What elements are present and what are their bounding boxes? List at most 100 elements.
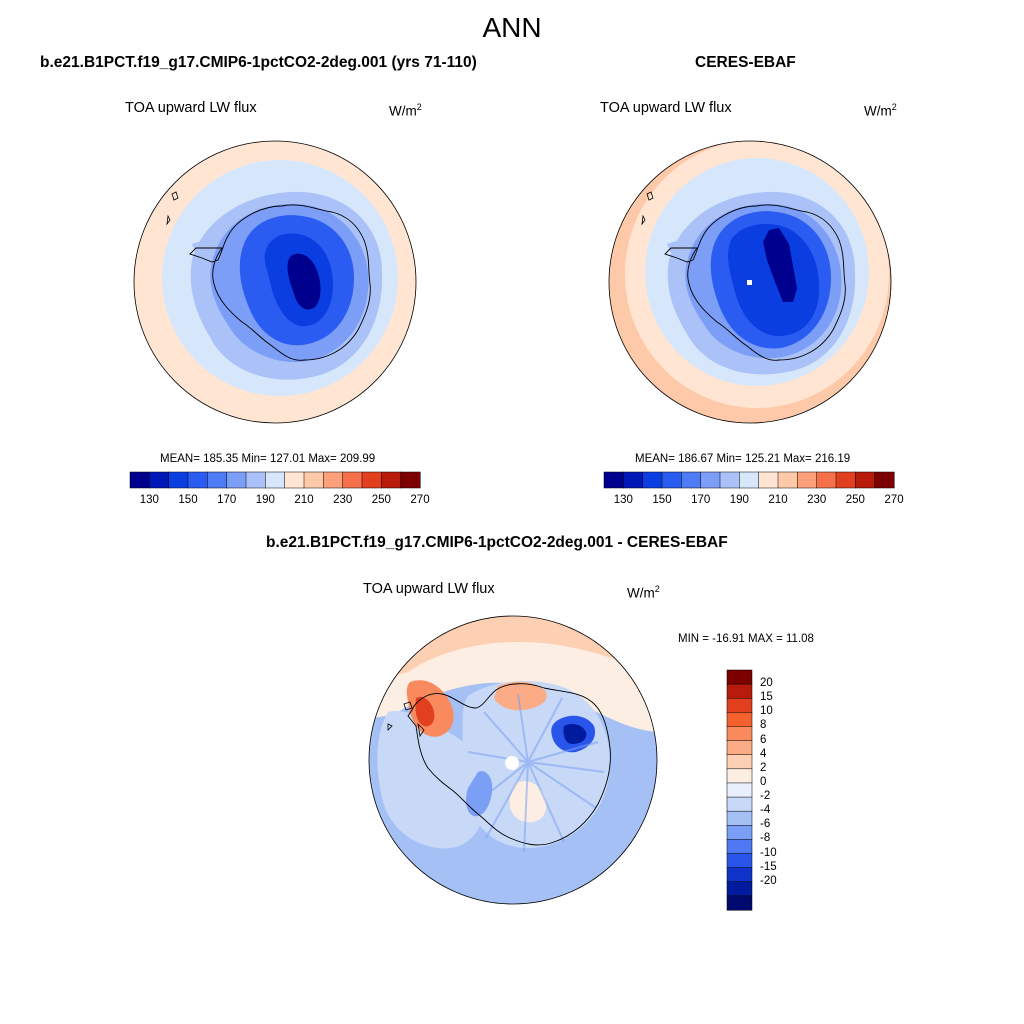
colorbar-tick-label: 10 (760, 705, 773, 718)
colorbar-box (726, 754, 753, 770)
colorbar-tick-label: 250 (845, 494, 865, 506)
colorbar-box (726, 853, 753, 869)
colorbar-box (207, 471, 228, 489)
p2-region-interior-plateau (763, 228, 797, 302)
colorbar-box (342, 471, 363, 489)
colorbar-tick-label: 8 (760, 719, 767, 732)
colorbar-box (245, 471, 266, 489)
panel2-variable: TOA upward LW flux (600, 100, 732, 116)
colorbar-tick-label: 6 (760, 733, 767, 746)
colorbar-box (700, 471, 721, 489)
colorbar-box (149, 471, 170, 489)
p2-pole-gap (747, 280, 752, 285)
colorbar-box (226, 471, 247, 489)
colorbar-tick-label: 250 (371, 494, 391, 506)
colorbar-box (758, 471, 779, 489)
colorbar-box (284, 471, 305, 489)
panel3-stats: MIN = -16.91 MAX = 11.08 (678, 633, 814, 645)
panel3-variable: TOA upward LW flux (363, 581, 495, 597)
colorbar-tick-label: -2 (760, 790, 771, 803)
colorbar-box (265, 471, 286, 489)
colorbar-tick-label: -15 (760, 860, 777, 873)
colorbar-box (129, 471, 150, 489)
colorbar-box (187, 471, 208, 489)
colorbar-box (726, 740, 753, 756)
colorbar-box (855, 471, 876, 489)
colorbar-box (816, 471, 837, 489)
panel2-stats: MEAN= 186.67 Min= 125.21 Max= 216.19 (635, 453, 851, 465)
p2-region-inner-plateau (728, 224, 820, 336)
panel3-colorbar (726, 669, 753, 911)
colorbar-box (642, 471, 663, 489)
colorbar-tick-label: 15 (760, 691, 773, 704)
panel1-units: W/m2 (389, 102, 422, 119)
colorbar-box (726, 726, 753, 742)
colorbar-tick-label: 270 (410, 494, 430, 506)
colorbar-tick-label: 130 (139, 494, 159, 506)
colorbar-box (719, 471, 740, 489)
figure-title: ANN (482, 12, 542, 43)
colorbar-box (726, 782, 753, 798)
colorbar-tick-label: 210 (768, 494, 788, 506)
panel2-title: CERES-EBAF (695, 54, 796, 71)
colorbar-tick-label: 170 (691, 494, 711, 506)
p1-antarctica-coastline (189, 204, 371, 361)
colorbar-tick-label: -4 (760, 804, 771, 817)
colorbar-box (381, 471, 402, 489)
p2-map-border (608, 140, 892, 424)
colorbar-box (726, 697, 753, 713)
p2-antarctica-coastline (664, 204, 846, 361)
colorbar-tick-label: 130 (613, 494, 633, 506)
colorbar-box (726, 683, 753, 699)
colorbar-box (835, 471, 856, 489)
colorbar-box (400, 471, 421, 489)
colorbar-tick-label: 20 (760, 677, 773, 690)
panel3-title: b.e21.B1PCT.f19_g17.CMIP6-1pctCO2-2deg.0… (266, 534, 728, 551)
colorbar-tick-label: -8 (760, 832, 771, 845)
colorbar-box (726, 881, 753, 897)
colorbar-box (726, 768, 753, 784)
colorbar-box (726, 839, 753, 855)
p3-map-border (368, 615, 658, 905)
colorbar-box (739, 471, 760, 489)
colorbar-box (726, 810, 753, 826)
p1-region-interior-plateau (287, 253, 321, 310)
colorbar-tick-label: 230 (333, 494, 353, 506)
colorbar-tick-label: 210 (294, 494, 314, 506)
colorbar-box (726, 712, 753, 728)
colorbar-box (874, 471, 895, 489)
colorbar-box (797, 471, 818, 489)
colorbar-box (323, 471, 344, 489)
colorbar-box (726, 895, 753, 911)
colorbar-tick-label: 2 (760, 761, 767, 774)
colorbar-box (726, 825, 753, 840)
colorbar-tick-label: 150 (178, 494, 198, 506)
colorbar-tick-label: 170 (217, 494, 237, 506)
colorbar-tick-label: -20 (760, 874, 777, 887)
colorbar-box (168, 471, 189, 489)
panel1-title: b.e21.B1PCT.f19_g17.CMIP6-1pctCO2-2deg.0… (40, 54, 477, 71)
panel1-map (133, 140, 417, 424)
panel1-colorbar (129, 471, 421, 489)
panel2-units: W/m2 (864, 102, 897, 119)
colorbar-box (726, 669, 753, 685)
panel1-variable: TOA upward LW flux (125, 100, 257, 116)
colorbar-tick-label: 270 (884, 494, 904, 506)
colorbar-tick-label: -10 (760, 846, 777, 859)
colorbar-box (303, 471, 324, 489)
p3-region-pole-hole (505, 756, 519, 770)
colorbar-tick-label: 4 (760, 747, 767, 760)
panel2-colorbar (603, 471, 895, 489)
colorbar-box (726, 796, 753, 812)
colorbar-tick-label: 190 (255, 494, 275, 506)
colorbar-box (681, 471, 702, 489)
panel1-stats: MEAN= 185.35 Min= 127.01 Max= 209.99 (160, 453, 376, 465)
panel3-map (368, 615, 658, 905)
colorbar-tick-label: -6 (760, 818, 771, 831)
colorbar-tick-label: 150 (652, 494, 672, 506)
p1-map-border (133, 140, 417, 424)
colorbar-box (777, 471, 798, 489)
colorbar-box (623, 471, 644, 489)
colorbar-tick-label: 190 (729, 494, 749, 506)
panel3-units: W/m2 (627, 584, 660, 601)
